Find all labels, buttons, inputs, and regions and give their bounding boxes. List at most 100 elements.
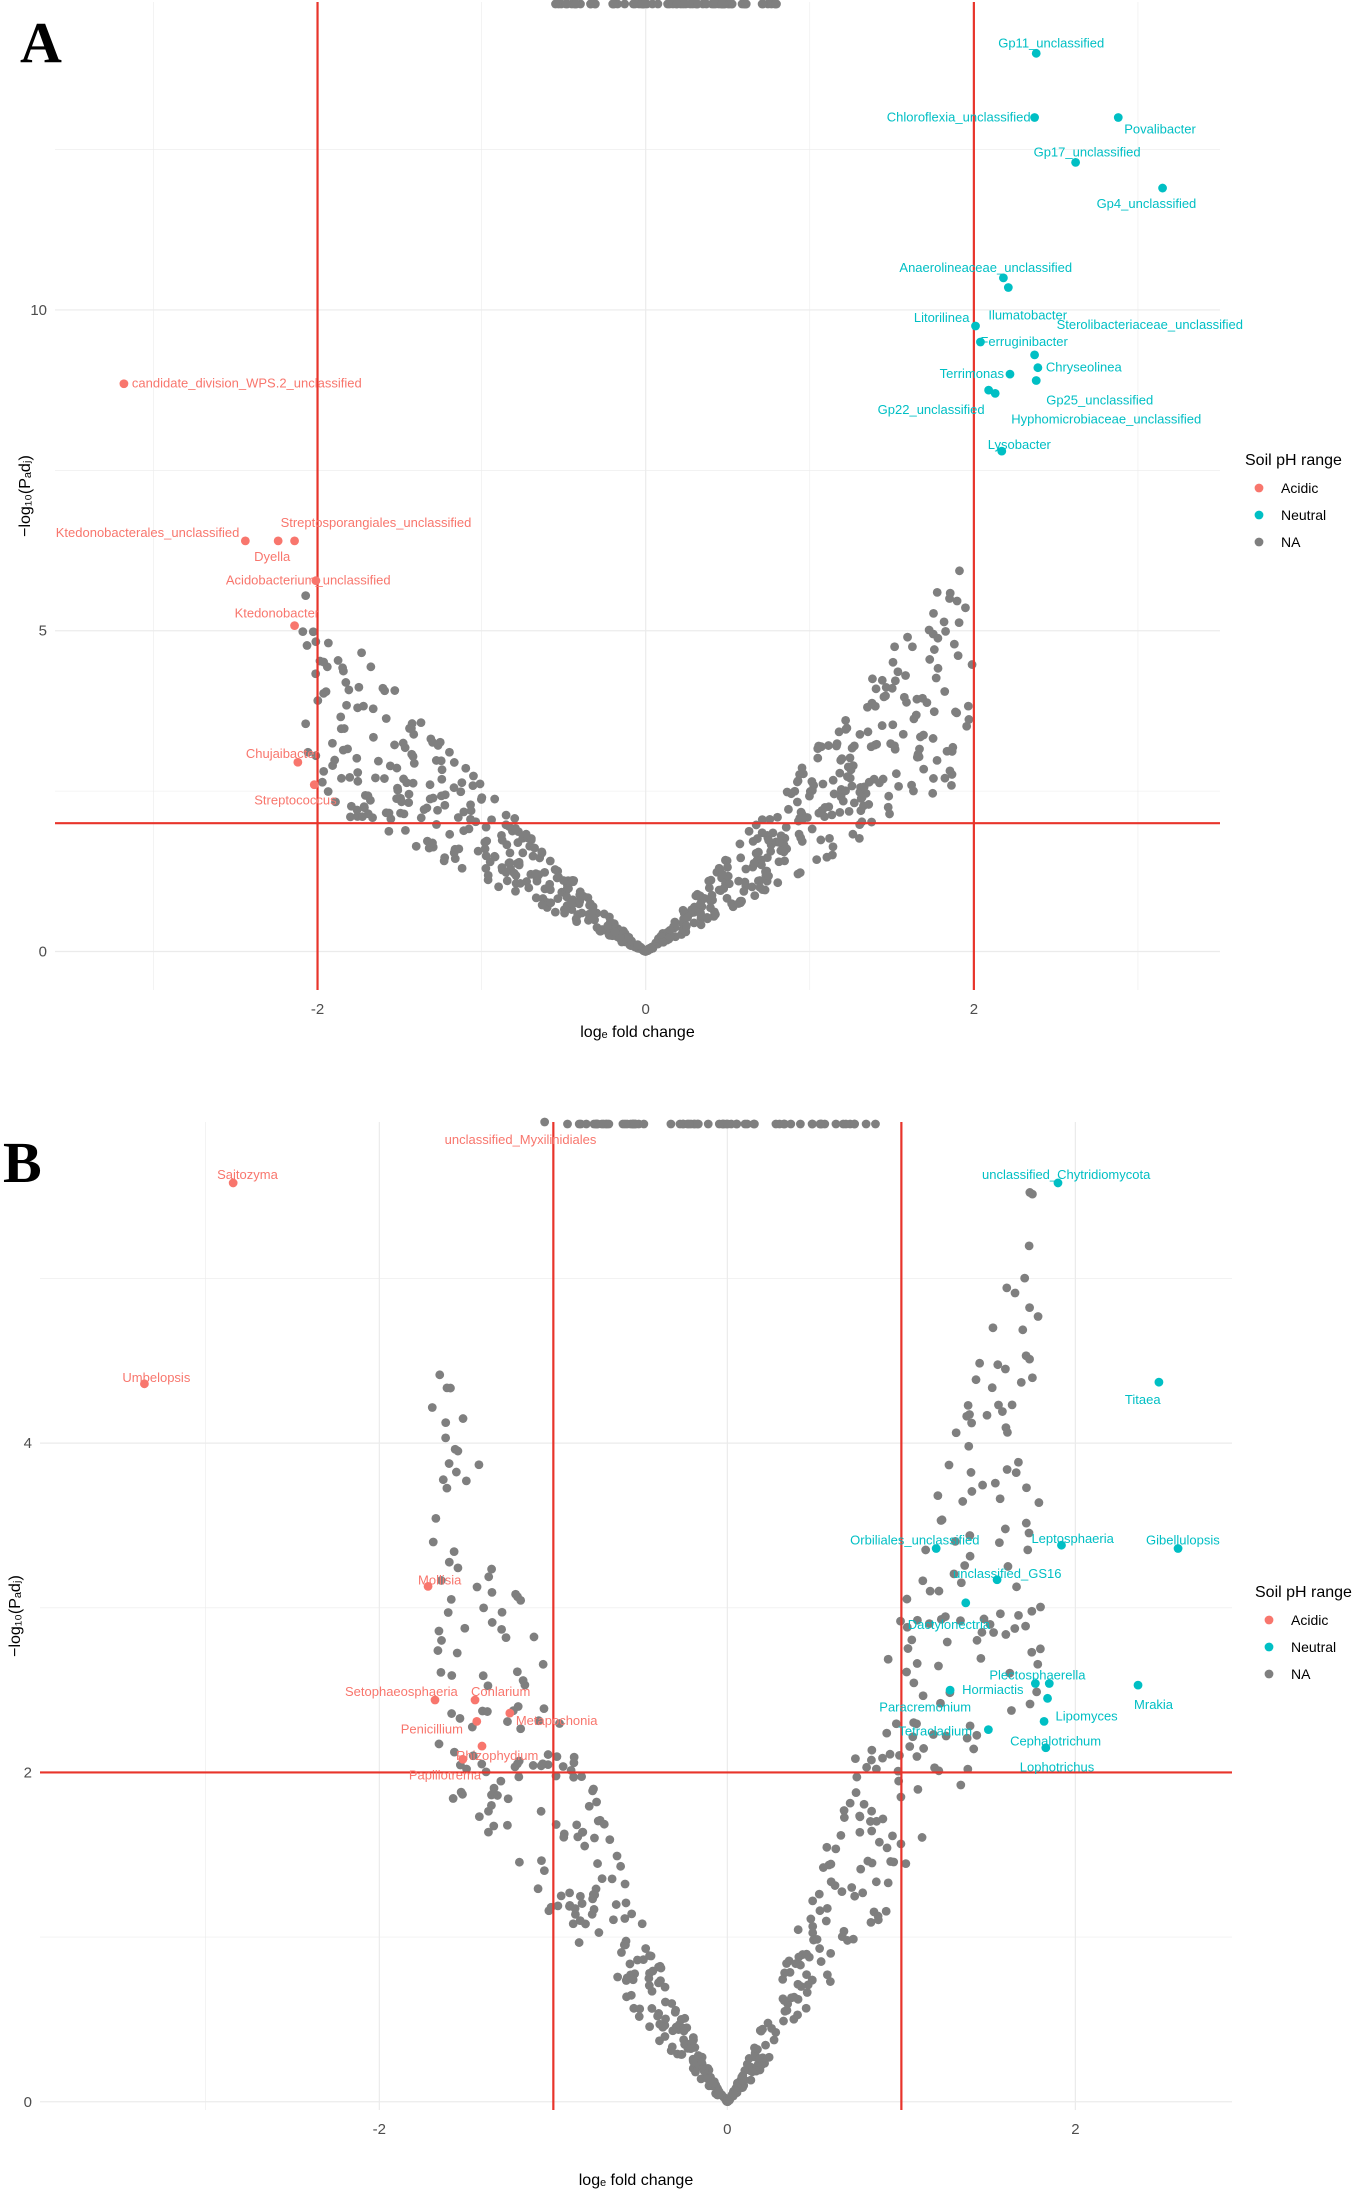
data-point-na — [883, 1654, 893, 1664]
data-point-na — [468, 781, 478, 791]
panel-letter-a: A — [20, 10, 62, 75]
legend-swatch — [1264, 1642, 1274, 1652]
data-point-acidic — [119, 379, 129, 389]
data-point-na — [483, 1681, 493, 1691]
data-point-na — [868, 674, 877, 684]
data-point-na — [905, 1742, 915, 1751]
data-point-na — [867, 698, 877, 708]
data-point-na — [714, 1119, 724, 1129]
data-point-na — [863, 727, 873, 737]
data-point-acidic — [458, 1754, 468, 1764]
data-point-na — [588, 1786, 597, 1796]
data-point-na — [808, 1119, 817, 1129]
point-label: Titaea — [1125, 1392, 1161, 1407]
data-point-na — [1021, 1518, 1031, 1528]
data-point-na — [776, 831, 786, 841]
point-label: Ktedonobacter — [235, 606, 320, 621]
data-point-na — [781, 822, 791, 832]
data-point-na — [997, 1407, 1007, 1416]
point-label: Acidobacterium_unclassified — [226, 573, 391, 588]
data-point-na — [343, 744, 352, 754]
data-point-na — [844, 806, 854, 816]
data-point-na — [515, 879, 525, 888]
point-label: Mrakia — [1134, 1697, 1174, 1712]
data-point-na — [399, 809, 409, 819]
data-point-neutral — [1031, 48, 1041, 58]
data-point-na — [828, 842, 838, 852]
data-point-na — [793, 869, 803, 879]
data-point-na — [434, 1739, 444, 1749]
data-point-na — [653, 0, 663, 9]
data-point-na — [919, 764, 929, 774]
data-point-na — [453, 813, 463, 822]
data-point-na — [893, 667, 903, 677]
data-point-na — [353, 768, 363, 777]
data-point-na — [648, 1966, 658, 1976]
data-point-na — [985, 1619, 995, 1629]
data-point-na — [822, 1903, 832, 1913]
data-point-acidic — [311, 576, 321, 586]
data-point-na — [445, 829, 455, 839]
data-point-na — [822, 1970, 832, 1980]
data-point-na — [871, 1877, 881, 1887]
data-point-na — [620, 1914, 630, 1923]
na-points — [427, 1119, 1045, 2107]
data-point-na — [919, 1744, 929, 1753]
data-point-na — [620, 1119, 630, 1129]
data-point-na — [841, 1119, 851, 1129]
data-point-na — [839, 1926, 849, 1936]
data-point-na — [871, 684, 881, 694]
data-point-na — [845, 753, 855, 763]
data-point-na — [851, 1788, 861, 1797]
data-point-na — [881, 683, 891, 692]
data-point-na — [838, 796, 848, 806]
data-point-na — [466, 806, 476, 816]
data-point-na — [928, 734, 938, 743]
data-point-neutral — [931, 1544, 941, 1553]
data-point-acidic — [228, 1178, 238, 1188]
data-point-na — [747, 2067, 757, 2077]
data-point-na — [972, 1730, 982, 1740]
data-point-na — [337, 773, 346, 783]
data-point-na — [617, 1948, 626, 1957]
data-point-na — [574, 1119, 584, 1129]
data-point-na — [839, 1806, 849, 1815]
data-point-na — [962, 1733, 972, 1743]
data-point-neutral — [1030, 1679, 1040, 1688]
data-point-na — [559, 1832, 569, 1842]
data-point-na — [621, 1940, 630, 1950]
data-point-na — [613, 1972, 623, 1982]
data-point-na — [381, 808, 391, 818]
data-point-na — [993, 1360, 1003, 1370]
data-point-neutral — [999, 273, 1008, 283]
data-point-na — [441, 1433, 451, 1443]
data-point-na — [428, 793, 438, 803]
data-point-na — [575, 1891, 585, 1901]
data-point-neutral — [1039, 1716, 1049, 1726]
data-point-na — [933, 663, 943, 673]
data-point-na — [863, 1856, 873, 1866]
legend-swatch — [1254, 537, 1264, 547]
data-point-na — [1020, 1273, 1030, 1283]
data-point-na — [828, 775, 838, 785]
data-point-na — [924, 625, 934, 635]
data-point-na — [826, 1877, 836, 1887]
data-point-na — [556, 1891, 566, 1901]
data-point-na — [793, 1925, 803, 1935]
data-point-na — [610, 927, 620, 937]
data-point-na — [940, 1612, 950, 1622]
data-point-na — [857, 792, 867, 802]
data-point-na — [831, 1119, 841, 1129]
data-point-na — [696, 920, 706, 930]
data-point-na — [940, 687, 950, 696]
legend-entry: NA — [1291, 1666, 1311, 1682]
data-point-na — [434, 1626, 444, 1636]
data-point-na — [806, 1914, 816, 1924]
data-point-na — [676, 2015, 686, 2024]
data-point-na — [453, 1563, 463, 1573]
data-point-na — [881, 691, 890, 701]
data-point-na — [442, 1483, 452, 1493]
data-point-na — [1016, 1377, 1026, 1387]
data-point-na — [593, 1859, 602, 1868]
data-point-na — [812, 855, 822, 865]
